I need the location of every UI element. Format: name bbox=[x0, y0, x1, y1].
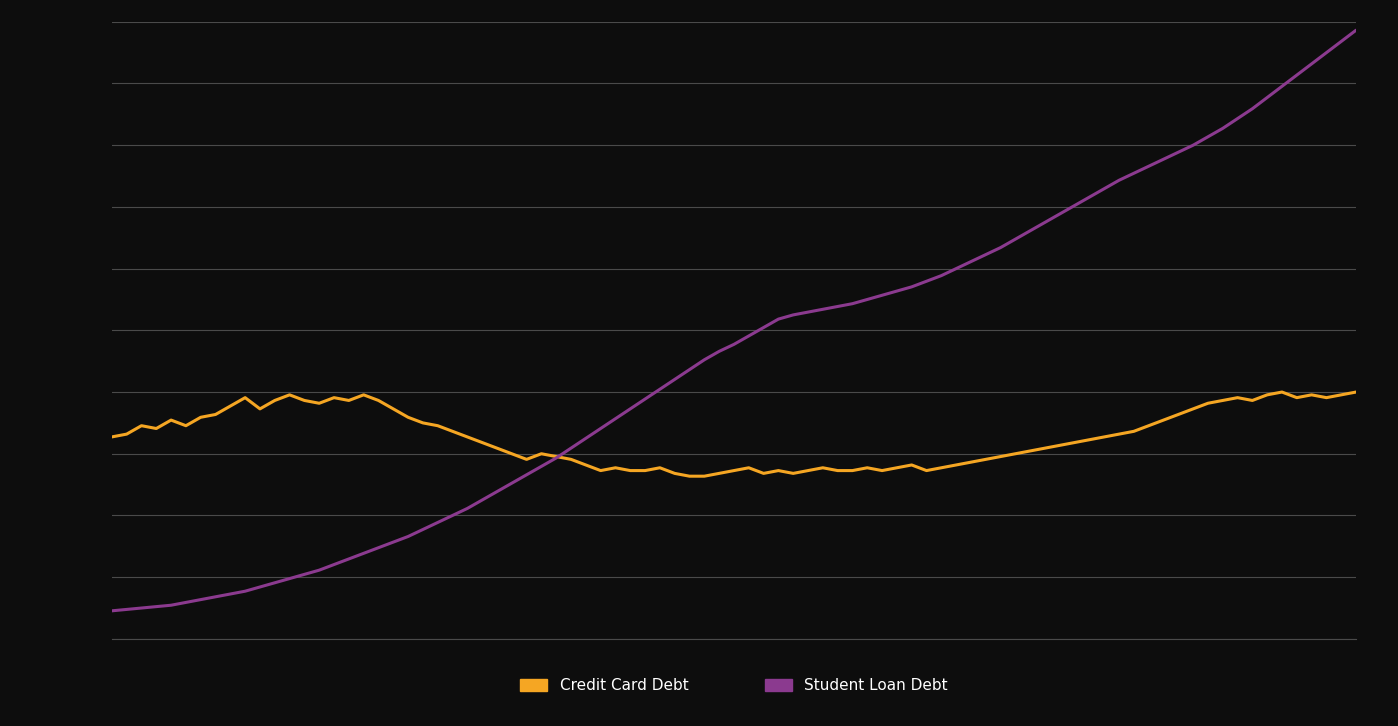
Credit Card Debt bbox=[103, 433, 120, 441]
Credit Card Debt bbox=[1303, 391, 1320, 399]
Student Loan Debt bbox=[726, 340, 742, 348]
Credit Card Debt bbox=[533, 449, 549, 458]
Credit Card Debt bbox=[741, 463, 758, 472]
Student Loan Debt bbox=[533, 462, 549, 470]
Line: Student Loan Debt: Student Loan Debt bbox=[112, 30, 1356, 611]
Credit Card Debt bbox=[310, 399, 327, 407]
Credit Card Debt bbox=[1274, 388, 1290, 396]
Line: Credit Card Debt: Credit Card Debt bbox=[112, 392, 1356, 476]
Credit Card Debt bbox=[681, 472, 698, 481]
Legend: Credit Card Debt, Student Loan Debt: Credit Card Debt, Student Loan Debt bbox=[513, 672, 955, 699]
Student Loan Debt bbox=[1348, 26, 1364, 35]
Credit Card Debt bbox=[474, 439, 491, 447]
Student Loan Debt bbox=[1274, 82, 1290, 91]
Credit Card Debt bbox=[1348, 388, 1364, 396]
Student Loan Debt bbox=[474, 496, 491, 505]
Student Loan Debt bbox=[103, 606, 120, 615]
Student Loan Debt bbox=[488, 487, 505, 496]
Credit Card Debt bbox=[488, 444, 505, 452]
Student Loan Debt bbox=[310, 566, 327, 574]
